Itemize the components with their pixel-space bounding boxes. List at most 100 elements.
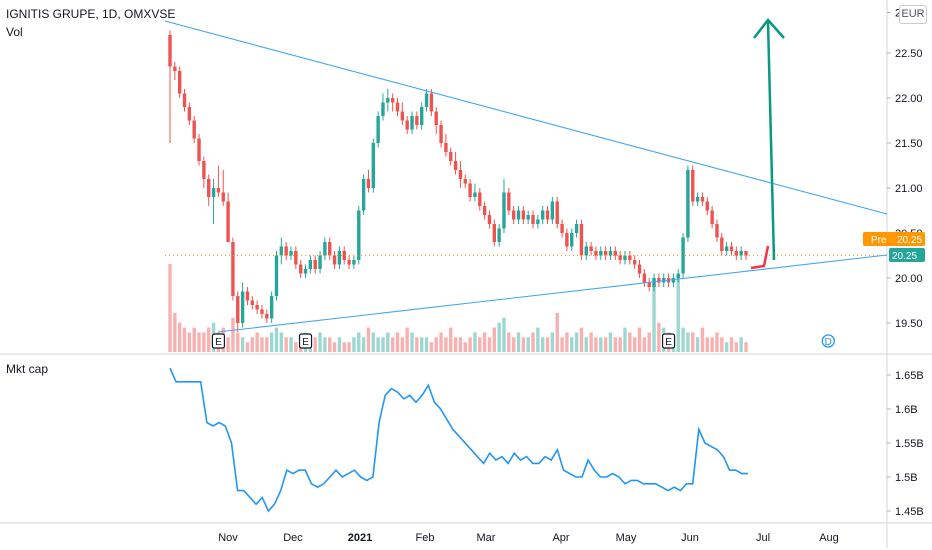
up-arrow-shaft[interactable] xyxy=(766,21,776,261)
candle-body xyxy=(729,246,734,251)
volume-bar xyxy=(478,337,482,352)
candle-body xyxy=(555,201,559,224)
last-price-badge xyxy=(889,248,925,262)
candle-body xyxy=(313,260,317,269)
candle-body xyxy=(400,111,405,121)
volume-bar xyxy=(429,342,434,352)
volume-bar xyxy=(681,327,685,352)
earnings-marker[interactable] xyxy=(298,333,313,349)
candle-body xyxy=(570,233,574,247)
volume-bar xyxy=(323,337,327,352)
time-tick-label: Feb xyxy=(416,532,435,544)
volume-bar xyxy=(357,332,361,352)
candle-body xyxy=(511,210,516,220)
candle-body xyxy=(192,120,196,139)
time-tick-label: 2021 xyxy=(348,532,372,544)
volume-bar xyxy=(274,327,279,352)
candle-body xyxy=(632,260,637,265)
volume-bar xyxy=(453,337,458,352)
candle-body xyxy=(216,188,221,193)
candle-body xyxy=(453,161,458,170)
volume-bar xyxy=(589,332,593,352)
lower-trendline[interactable] xyxy=(217,254,888,333)
down-arrow[interactable] xyxy=(750,245,770,270)
candle-body xyxy=(550,201,555,220)
earnings-marker[interactable] xyxy=(661,333,676,349)
pre-market-badge-value: 20.25 xyxy=(897,235,922,246)
volume-bar xyxy=(255,332,259,352)
candle-body xyxy=(734,251,739,256)
volume-bar xyxy=(734,342,739,352)
earnings-marker-label: E xyxy=(215,337,222,348)
price-tick-label: 22.00 xyxy=(895,93,923,105)
volume-bar xyxy=(686,332,690,352)
volume-label: Vol xyxy=(6,25,23,39)
volume-bar xyxy=(245,342,250,352)
candle-body xyxy=(439,125,443,143)
volume-bar xyxy=(584,337,588,352)
candle-body xyxy=(681,237,685,274)
candle-body xyxy=(599,251,603,256)
earnings-marker[interactable] xyxy=(211,333,226,349)
candle-body xyxy=(444,143,448,152)
volume-bar xyxy=(177,322,182,352)
volume-bar xyxy=(192,327,196,352)
candle-body xyxy=(405,120,409,130)
volume-bar xyxy=(652,283,656,352)
volume-bar xyxy=(676,273,680,352)
volume-bar xyxy=(289,337,293,352)
candle-body xyxy=(240,291,245,323)
volume-bar xyxy=(570,337,574,352)
volume-bar xyxy=(347,342,351,352)
candle-body xyxy=(584,246,588,256)
volume-bar xyxy=(342,342,346,352)
candle-body xyxy=(700,197,705,202)
candle-body xyxy=(565,233,569,247)
volume-bar xyxy=(536,327,540,352)
candle-body xyxy=(260,309,264,314)
volume-bar xyxy=(226,337,230,352)
candle-body xyxy=(269,296,274,319)
candle-body xyxy=(366,179,371,188)
volume-bar xyxy=(182,327,187,352)
candle-body xyxy=(168,35,172,67)
candle-body xyxy=(371,143,375,188)
candle-body xyxy=(424,93,429,107)
time-tick-label: Apr xyxy=(552,532,569,544)
candle-body xyxy=(289,251,293,256)
volume-bar xyxy=(608,332,613,352)
volume-bar xyxy=(240,337,245,352)
volume-bar xyxy=(623,327,627,352)
candle-body xyxy=(250,300,254,305)
volume-bar xyxy=(628,332,632,352)
volume-bar xyxy=(371,332,375,352)
candle-body xyxy=(207,179,211,197)
candle-body xyxy=(376,116,380,143)
currency-button[interactable]: EUR xyxy=(899,5,927,24)
candle-body xyxy=(671,278,676,283)
volume-bar xyxy=(715,332,719,352)
time-tick-label: Nov xyxy=(218,532,238,544)
volume-bar xyxy=(560,337,564,352)
candle-body xyxy=(724,246,729,251)
dividend-marker[interactable] xyxy=(821,334,835,348)
candle-body xyxy=(686,170,690,238)
volume-bar xyxy=(657,322,661,352)
upper-trendline[interactable] xyxy=(164,20,888,215)
candle-body xyxy=(739,251,743,256)
up-arrow-head[interactable] xyxy=(753,18,785,39)
candle-body xyxy=(541,210,545,220)
candle-body xyxy=(420,107,424,125)
volume-bar xyxy=(390,337,395,352)
candle-body xyxy=(613,251,618,256)
volume-bar xyxy=(269,332,274,352)
volume-bar xyxy=(482,332,487,352)
dividend-marker-label: D xyxy=(825,337,832,348)
volume-bar xyxy=(468,337,472,352)
candle-body xyxy=(695,197,700,202)
candle-body xyxy=(390,98,395,103)
candle-body xyxy=(589,246,593,251)
candle-body xyxy=(332,255,337,265)
candle-body xyxy=(560,224,564,233)
